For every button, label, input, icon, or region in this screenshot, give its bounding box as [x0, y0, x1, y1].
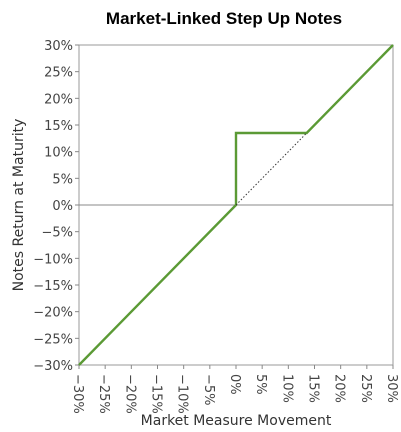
y-tick-label: −5%	[41, 226, 73, 241]
y-tick-label: 25%	[44, 66, 73, 81]
x-tick-label: 30%	[384, 374, 399, 403]
x-tick-label: −5%	[201, 374, 216, 406]
x-tick-label: −20%	[122, 374, 137, 414]
x-tick-label: 15%	[306, 374, 321, 403]
y-tick-label: 10%	[44, 146, 73, 161]
x-tick-label: −25%	[96, 374, 111, 414]
x-axis-label: Market Measure Movement	[141, 413, 332, 429]
x-tick-label: 0%	[227, 374, 242, 395]
y-tick-label: −25%	[33, 332, 73, 347]
y-tick-label: −15%	[33, 279, 73, 294]
y-tick-label: 30%	[44, 39, 73, 54]
y-tick-label: 15%	[44, 119, 73, 134]
y-tick-label: 0%	[52, 199, 73, 214]
y-axis-label: Notes Return at Maturity	[11, 119, 27, 292]
x-tick-label: 5%	[253, 374, 268, 395]
y-tick-label: 20%	[44, 92, 73, 107]
x-tick-label: 10%	[279, 374, 294, 403]
y-axis-ticks: 30% 25% 20% 15% 10% 5% 0% −5% −10% −15% −20% −25% −3…	[33, 39, 79, 374]
series-line-notes-return	[78, 44, 394, 366]
x-tick-label: −30%	[70, 374, 85, 414]
x-axis-ticks: −30% −25% −20% −15% −10% −5% 0% 5% 10% 15% 20% 25% 3…	[70, 365, 399, 414]
series-line-reference-dotted	[235, 132, 308, 206]
y-tick-label: 5%	[52, 172, 73, 187]
x-tick-label: −10%	[175, 374, 190, 414]
chart-title: Market-Linked Step Up Notes	[106, 9, 342, 28]
y-tick-label: −30%	[33, 359, 73, 374]
x-tick-label: 25%	[358, 374, 373, 403]
y-tick-label: −20%	[33, 306, 73, 321]
series-layer	[78, 44, 394, 366]
x-tick-label: −15%	[149, 374, 164, 414]
y-tick-label: −10%	[33, 252, 73, 267]
x-tick-label: 20%	[332, 374, 347, 403]
